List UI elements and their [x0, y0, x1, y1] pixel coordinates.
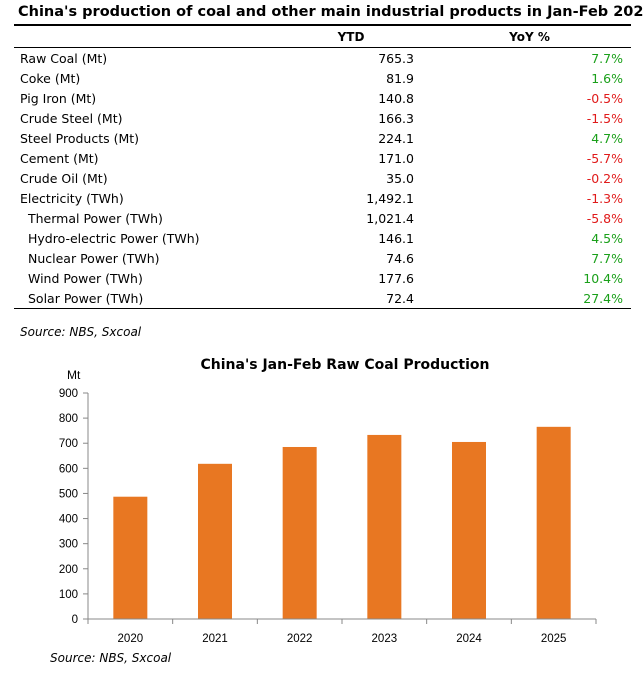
x-tick-label: 2025 [541, 633, 567, 645]
row-label: Nuclear Power (TWh) [28, 250, 160, 266]
y-tick-label: 400 [59, 514, 78, 526]
row-yoy: 7.7% [591, 250, 623, 266]
table-body: Raw Coal (Mt) 765.3 7.7% Coke (Mt) 81.9 1.6% P… [14, 48, 631, 309]
row-label: Electricity (TWh) [20, 190, 124, 206]
x-tick-label: 2022 [287, 633, 313, 645]
bar-2022 [282, 446, 317, 619]
raw-coal-bar-chart: China's Jan-Feb Raw Coal Production Mt 0… [50, 357, 597, 665]
row-yoy: -0.5% [586, 90, 623, 106]
row-ytd: 81.9 [386, 70, 414, 86]
chart-source: Source: NBS, Sxcoal [50, 651, 172, 665]
row-ytd: 765.3 [378, 50, 414, 66]
bar-2023 [367, 434, 402, 619]
row-ytd: 35.0 [386, 170, 414, 186]
row-yoy: -0.2% [586, 170, 623, 186]
row-yoy: 7.7% [591, 50, 623, 66]
y-tick-label: 300 [59, 539, 78, 551]
table-row: Electricity (TWh) 1,492.1 -1.3% [14, 188, 631, 208]
row-yoy: 27.4% [428, 288, 631, 309]
x-tick-label: 2021 [202, 633, 228, 645]
table-row: Nuclear Power (TWh) 74.6 7.7% [14, 248, 631, 268]
table-row: Solar Power (TWh) 72.4 27.4% [14, 288, 631, 309]
y-tick-label: 700 [59, 438, 78, 450]
row-label: Crude Steel (Mt) [20, 110, 123, 126]
production-table-panel: China's production of coal and other mai… [14, 0, 643, 309]
row-ytd: 224.1 [378, 130, 414, 146]
y-tick-label: 100 [59, 589, 78, 601]
table-row: Crude Steel (Mt) 166.3 -1.5% [14, 108, 631, 128]
row-label: Solar Power (TWh) [14, 288, 274, 309]
row-yoy: 4.5% [591, 230, 623, 246]
table-row: Thermal Power (TWh) 1,021.4 -5.8% [14, 208, 631, 228]
header-ytd: YTD [274, 26, 428, 48]
row-ytd: 1,492.1 [366, 190, 414, 206]
table-row: Wind Power (TWh) 177.6 10.4% [14, 268, 631, 288]
row-ytd: 1,021.4 [366, 210, 414, 226]
x-tick-label: 2020 [118, 633, 144, 645]
row-ytd: 140.8 [378, 90, 414, 106]
table-row: Pig Iron (Mt) 140.8 -0.5% [14, 88, 631, 108]
row-ytd: 171.0 [378, 150, 414, 166]
y-tick-label: 0 [72, 614, 78, 626]
header-blank [14, 26, 274, 48]
row-yoy: 4.7% [591, 130, 623, 146]
x-tick-label: 2024 [456, 633, 482, 645]
row-label: Crude Oil (Mt) [20, 170, 108, 186]
row-yoy: -5.8% [586, 210, 623, 226]
row-ytd: 146.1 [378, 230, 414, 246]
x-axis: 2020 2021 2022 2023 2024 2025 [87, 618, 597, 645]
table-row: Steel Products (Mt) 224.1 4.7% [14, 128, 631, 148]
table-row: Hydro-electric Power (TWh) 146.1 4.5% [14, 228, 631, 248]
row-ytd: 72.4 [274, 288, 428, 309]
bar-2021 [198, 463, 232, 619]
row-label: Coke (Mt) [20, 70, 81, 86]
row-label: Cement (Mt) [20, 150, 99, 166]
table-source: Source: NBS, Sxcoal [20, 325, 142, 339]
table-header-row: YTD YoY % [14, 26, 631, 48]
row-yoy: 1.6% [591, 70, 623, 86]
bar-2025 [536, 426, 571, 619]
row-label: Wind Power (TWh) [28, 270, 143, 286]
table-row: Coke (Mt) 81.9 1.6% [14, 68, 631, 88]
y-tick-label: 600 [59, 463, 78, 475]
table-row: Raw Coal (Mt) 765.3 7.7% [14, 48, 631, 69]
production-table: YTD YoY % Raw Coal (Mt) 765.3 7.7% Coke (Mt… [14, 26, 631, 309]
row-label: Hydro-electric Power (TWh) [28, 230, 200, 246]
y-tick-label: 800 [59, 413, 78, 425]
row-ytd: 166.3 [378, 110, 414, 126]
row-yoy: -1.3% [586, 190, 623, 206]
table-row: Cement (Mt) 171.0 -5.7% [14, 148, 631, 168]
header-yoy: YoY % [428, 26, 631, 48]
row-ytd: 74.6 [386, 250, 414, 266]
row-yoy: 10.4% [583, 270, 623, 286]
bars [113, 426, 571, 619]
chart-title: China's Jan-Feb Raw Coal Production [201, 357, 490, 373]
row-label: Raw Coal (Mt) [20, 50, 108, 66]
table-title: China's production of coal and other mai… [14, 0, 643, 26]
y-axis: 0 100 200 300 400 500 600 700 800 900 [59, 388, 89, 626]
table-row: Crude Oil (Mt) 35.0 -0.2% [14, 168, 631, 188]
y-axis-label: Mt [67, 368, 81, 382]
row-ytd: 177.6 [378, 270, 414, 286]
bar-2024 [452, 441, 486, 619]
x-tick-label: 2023 [372, 633, 398, 645]
y-tick-label: 900 [59, 388, 78, 400]
bar-2020 [113, 496, 148, 619]
y-tick-label: 200 [59, 564, 78, 576]
row-yoy: -1.5% [586, 110, 623, 126]
row-yoy: -5.7% [586, 150, 623, 166]
row-label: Steel Products (Mt) [20, 130, 140, 146]
y-tick-label: 500 [59, 488, 78, 500]
row-label: Thermal Power (TWh) [28, 210, 163, 226]
row-label: Pig Iron (Mt) [20, 90, 97, 106]
